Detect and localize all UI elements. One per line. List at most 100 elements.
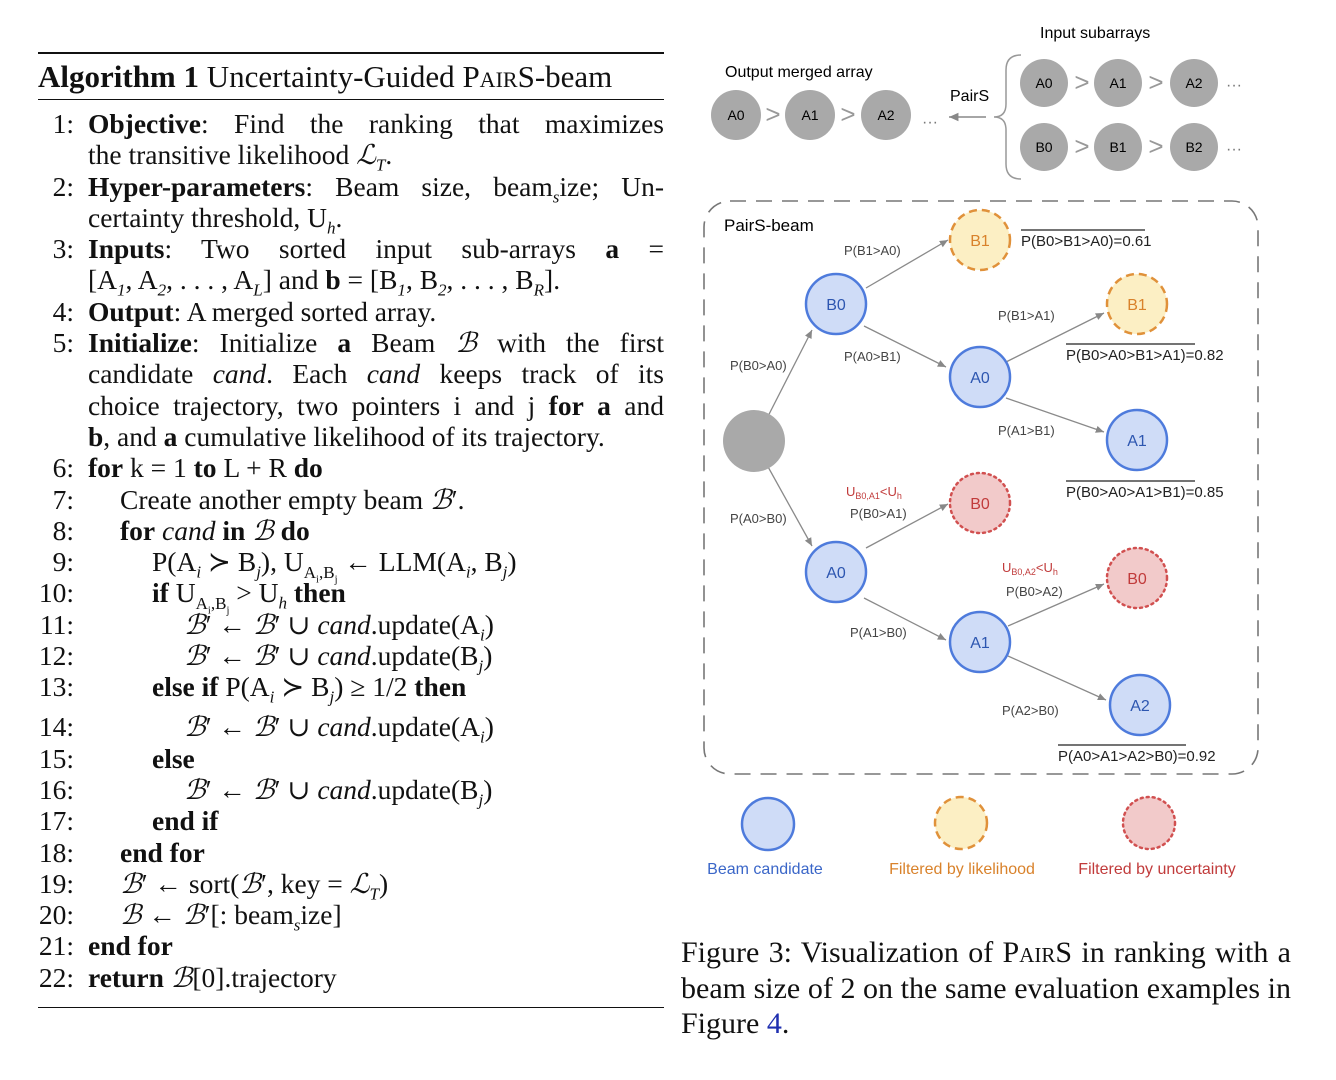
algorithm-line: 5: Initialize: Initialize a Beam ℬ with t… [38, 327, 664, 359]
output-node-2-label: A2 [877, 107, 894, 123]
algorithm-line-text: if UAi,Bj > Uh then [152, 577, 346, 617]
input-a-node-0-label: A0 [1035, 75, 1052, 91]
algorithm-line-text: for k = 1 to L + R do [88, 452, 323, 484]
algorithm-title-pre: Uncertainty-Guided [206, 59, 463, 94]
algorithm-line-text: ℬ′ ← sort(ℬ′, key = ℒT) [120, 867, 389, 904]
output-node-2 [861, 90, 911, 140]
algorithm-bottom-rule [38, 1007, 664, 1009]
algorithm-line-text: candidate cand. Each cand keeps track of… [88, 358, 665, 390]
algorithm-line: 17: end if [38, 805, 664, 836]
algorithm-line-number: 20: [38, 899, 74, 931]
edge-root-a0 [761, 455, 813, 547]
algorithm-line-number: 4: [52, 295, 74, 327]
output-gt-0: > [765, 99, 780, 129]
caption-pre: Figure 3: Visualization of [681, 936, 1003, 969]
algorithm-line: candidate cand. Each cand keeps track of… [38, 358, 664, 389]
edge-label-a1-a2: P(A2>B0) [1002, 703, 1059, 718]
algorithm-line: 3: Inputs: Two sorted input sub-arrays a … [38, 233, 664, 264]
algorithm-line-number: 15: [38, 742, 74, 774]
algorithm-title-pairs: PairS [462, 59, 535, 94]
node-b1-filtered-likelihood [948, 208, 1012, 272]
algorithm-line-number: 1: [52, 108, 74, 139]
node-b1-mid-label: B1 [1127, 297, 1147, 314]
algorithm-line: 13: else if P(Ai ≻ Bj) ≥ 1/2 then [38, 671, 664, 711]
algorithm-line-number: 9: [52, 546, 74, 578]
figure-caption: Figure 3: Visualization of PairS in rank… [681, 935, 1291, 1042]
edge-label-root-a0: P(A0>B0) [730, 511, 787, 526]
input-a-node-0 [1020, 59, 1068, 107]
algorithm-box: Algorithm 1 Uncertainty-Guided PairS-bea… [38, 52, 664, 1009]
legend-uncertainty-label: Filtered by uncertainty [1078, 861, 1235, 878]
input-a-gt-1: > [1148, 67, 1163, 97]
algorithm-label: Algorithm 1 [38, 59, 200, 94]
score-4: P(A0>A1>A2>B0)=0.92 [1058, 748, 1216, 765]
score-1: P(B0>B1>A0)=0.61 [1021, 233, 1152, 250]
algorithm-line-text: else [152, 742, 195, 774]
input-b-node-2 [1170, 123, 1218, 171]
algorithm-line-number: 14: [38, 711, 74, 743]
input-subarrays-label: Input subarrays [1040, 25, 1150, 42]
algorithm-line-text: b, and a cumulative likelihood of its tr… [88, 420, 605, 452]
uncertainty-label-2: UB0,A2<Uh [1002, 560, 1058, 577]
node-a0-lower-label: A0 [826, 565, 846, 582]
legend-likelihood-icon [933, 795, 989, 851]
algorithm-line-number: 12: [38, 640, 74, 672]
edge-labels: P(B0>A0) P(A0>B0) P(B1>A0) P(A0>B1) P(B1… [730, 243, 1063, 718]
edge-a0-b1 [1005, 312, 1105, 363]
algorithm-line-text: P(Ai ≻ Bj), UAi,Bj ← LLM(Ai, Bj) [152, 546, 517, 586]
algorithm-line-number: 11: [39, 608, 74, 640]
node-a1-mid [1105, 408, 1169, 472]
algorithm-line: 21: end for [38, 930, 664, 961]
root-node [723, 410, 785, 472]
node-b0-filtered-uncertainty-2 [1105, 546, 1169, 610]
algorithm-line-number: 6: [52, 452, 74, 484]
algorithm-line: 12: ℬ′ ← ℬ′ ∪ cand.update(Bj) [38, 640, 664, 675]
edge-a1-b0 [1007, 583, 1105, 627]
algorithm-line: 18: end for [38, 837, 664, 868]
edge-b0-a0 [863, 325, 947, 368]
legend: Beam candidate Filtered by likelihood Fi… [707, 795, 1236, 878]
algorithm-line-text: ℬ′ ← ℬ′ ∪ cand.update(Ai) [184, 711, 494, 747]
beam-edges [761, 239, 1107, 701]
node-a0-upper-label: A0 [970, 370, 990, 387]
algorithm-line-number: 17: [38, 805, 74, 837]
legend-beam-icon [740, 796, 796, 852]
algorithm-title-post: -beam [534, 59, 613, 94]
algorithm-line: [A1, A2, . . . , AL] and b = [B1, B2, . … [38, 264, 664, 299]
node-a1-mid-label: A1 [1127, 433, 1147, 450]
edge-a1-a2 [1007, 655, 1107, 701]
edge-label-root-b0: P(B0>A0) [730, 358, 787, 373]
input-b-node-1-label: B1 [1109, 139, 1126, 155]
algorithm-line: the transitive likelihood ℒT. [38, 139, 664, 174]
algorithm-line: 14: ℬ′ ← ℬ′ ∪ cand.update(Ai) [38, 711, 664, 747]
node-b1-mid-filtered-likelihood [1105, 272, 1169, 336]
node-a2-label: A2 [1130, 698, 1150, 715]
output-ellipsis: ··· [922, 114, 938, 131]
algorithm-line-text: certainty threshold, Uh. [88, 201, 343, 238]
node-b0-unc1-label: B0 [970, 496, 990, 513]
uncertainty-label-1: UB0,A1<Uh [846, 484, 902, 501]
caption-figure-ref[interactable]: 4 [766, 1007, 782, 1040]
uncertainty-labels: UB0,A1<Uh UB0,A2<Uh [846, 484, 1058, 577]
algorithm-line-text: Output: A merged sorted array. [88, 295, 437, 327]
algorithm-line-number: 22: [38, 961, 74, 993]
output-node-0-label: A0 [727, 107, 744, 123]
algorithm-lines: 1: Objective: Find the ranking that maxim… [38, 108, 664, 993]
input-subarray-a: A0 > A1 > A2 ··· [1020, 59, 1242, 107]
pairs-beam-diagram: Input subarrays Output merged array Pair… [703, 25, 1259, 878]
score-2: P(B0>A0>B1>A1)=0.82 [1066, 347, 1224, 364]
edge-a0l-a1 [863, 597, 947, 641]
input-a-node-1-label: A1 [1109, 75, 1126, 91]
beam-nodes: B0 A0 B1 B1 A1 A0 B0 A1 B0 A2 [804, 208, 1172, 737]
algorithm-line: certainty threshold, Uh. [38, 201, 664, 238]
node-b0-unc2-label: B0 [1127, 571, 1147, 588]
input-b-node-1 [1094, 123, 1142, 171]
edge-label-a0-b1: P(B1>A1) [998, 308, 1055, 323]
algorithm-line-text: ℬ ← ℬ′[: beamsize] [120, 899, 342, 935]
output-node-1-label: A1 [801, 107, 818, 123]
algorithm-line-number: 8: [52, 514, 74, 546]
algorithm-line-number: 10: [38, 577, 74, 609]
pairs-beam-title: PairS-beam [724, 216, 814, 235]
input-b-node-2-label: B2 [1185, 139, 1202, 155]
algorithm-line-text: for cand in ℬ do [120, 514, 310, 547]
